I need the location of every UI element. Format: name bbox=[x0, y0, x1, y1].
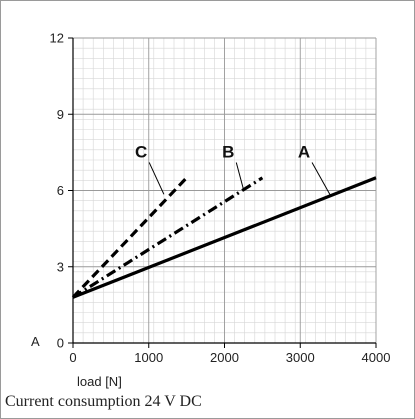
series-line-a bbox=[72, 176, 377, 299]
y-axis-title: A bbox=[31, 334, 40, 349]
x-tick-label: 4000 bbox=[362, 350, 391, 365]
leader-line-c bbox=[148, 162, 165, 195]
series-line-b bbox=[72, 176, 264, 299]
x-tick-label: 2000 bbox=[210, 350, 239, 365]
annotations: A B C bbox=[135, 142, 331, 196]
leader-line-b bbox=[235, 162, 244, 190]
y-tick-labels: 0 3 6 9 12 bbox=[50, 31, 64, 351]
y-tick-label: 12 bbox=[50, 31, 64, 46]
x-tick-label: 0 bbox=[69, 350, 76, 365]
leader-line-a bbox=[311, 162, 331, 196]
series-lines bbox=[71, 176, 377, 299]
series-label-a: A bbox=[298, 142, 310, 161]
series-label-b: B bbox=[222, 142, 234, 161]
x-tick-label: 1000 bbox=[134, 350, 163, 365]
y-tick-label: 9 bbox=[57, 107, 64, 122]
chart-caption: Current consumption 24 V DC bbox=[5, 393, 202, 410]
current-consumption-chart: 0 1000 2000 3000 4000 0 3 6 9 12 A B C load [N] A bbox=[31, 31, 390, 390]
x-axis-title: load [N] bbox=[77, 374, 122, 389]
y-tick-label: 0 bbox=[57, 336, 64, 351]
x-tick-label: 3000 bbox=[286, 350, 315, 365]
axes bbox=[68, 37, 377, 348]
series-label-c: C bbox=[135, 142, 147, 161]
x-tick-labels: 0 1000 2000 3000 4000 bbox=[69, 350, 390, 365]
y-tick-label: 3 bbox=[57, 259, 64, 274]
y-tick-label: 6 bbox=[57, 183, 64, 198]
